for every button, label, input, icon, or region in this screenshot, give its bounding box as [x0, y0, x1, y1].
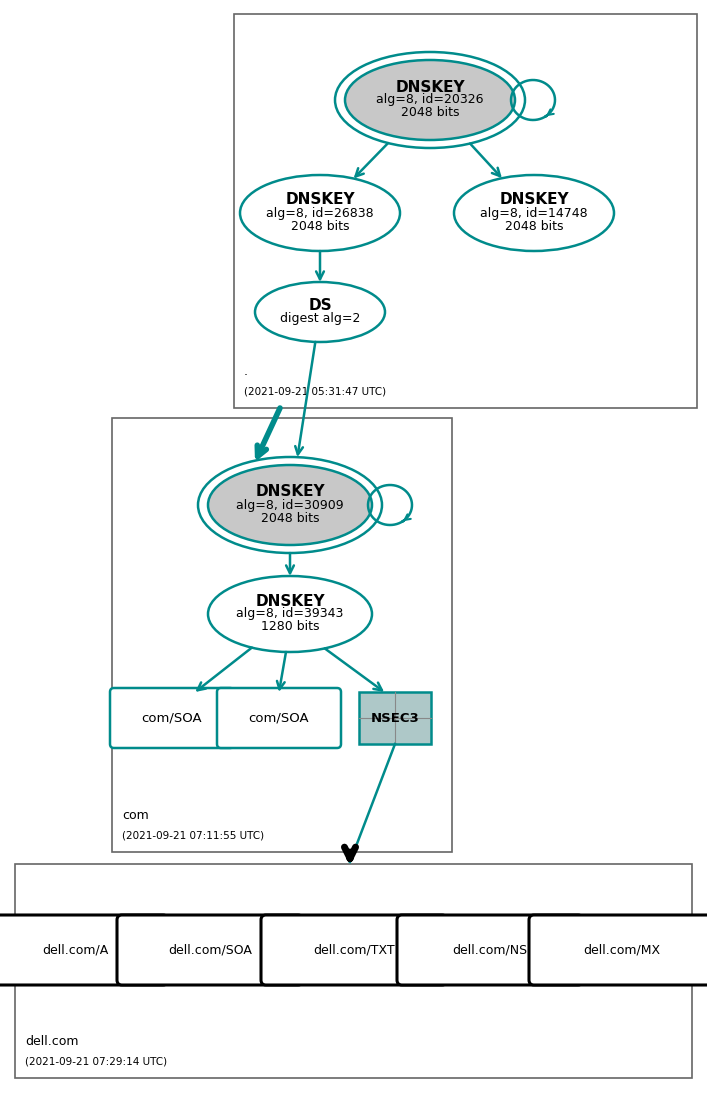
Text: (2021-09-21 05:31:47 UTC): (2021-09-21 05:31:47 UTC): [244, 386, 386, 396]
Text: .: .: [244, 365, 248, 379]
Text: com/SOA: com/SOA: [249, 711, 310, 724]
Ellipse shape: [208, 465, 372, 545]
Text: alg=8, id=14748: alg=8, id=14748: [480, 207, 588, 220]
Text: NSEC3: NSEC3: [370, 711, 419, 724]
Ellipse shape: [255, 282, 385, 342]
Text: digest alg=2: digest alg=2: [280, 312, 360, 325]
FancyBboxPatch shape: [0, 915, 168, 985]
FancyBboxPatch shape: [397, 915, 583, 985]
Text: com: com: [122, 808, 148, 822]
Ellipse shape: [345, 60, 515, 140]
Ellipse shape: [240, 175, 400, 251]
FancyBboxPatch shape: [529, 915, 707, 985]
Bar: [112, 418, 452, 852]
Text: 1280 bits: 1280 bits: [261, 620, 320, 633]
FancyBboxPatch shape: [359, 693, 431, 744]
Text: dell.com/MX: dell.com/MX: [583, 943, 660, 956]
FancyBboxPatch shape: [117, 915, 303, 985]
Text: alg=8, id=20326: alg=8, id=20326: [376, 93, 484, 106]
Text: alg=8, id=39343: alg=8, id=39343: [236, 607, 344, 620]
Text: 2048 bits: 2048 bits: [261, 512, 320, 524]
Text: DNSKEY: DNSKEY: [395, 80, 464, 94]
Text: DNSKEY: DNSKEY: [499, 193, 569, 208]
Text: 2048 bits: 2048 bits: [401, 106, 460, 119]
Text: dell.com: dell.com: [25, 1035, 78, 1048]
Ellipse shape: [208, 577, 372, 652]
Bar: [234, 14, 697, 408]
Text: com/SOA: com/SOA: [141, 711, 202, 724]
Text: alg=8, id=30909: alg=8, id=30909: [236, 499, 344, 512]
Ellipse shape: [454, 175, 614, 251]
Text: DNSKEY: DNSKEY: [285, 193, 355, 208]
Text: (2021-09-21 07:29:14 UTC): (2021-09-21 07:29:14 UTC): [25, 1056, 167, 1066]
Text: dell.com/NS: dell.com/NS: [452, 943, 527, 956]
FancyBboxPatch shape: [261, 915, 447, 985]
Text: 2048 bits: 2048 bits: [505, 220, 563, 233]
Bar: [15, 864, 692, 1078]
Text: (2021-09-21 07:11:55 UTC): (2021-09-21 07:11:55 UTC): [122, 830, 264, 840]
Text: DNSKEY: DNSKEY: [255, 594, 325, 608]
FancyBboxPatch shape: [110, 688, 234, 748]
Text: 2048 bits: 2048 bits: [291, 220, 349, 233]
Text: dell.com/TXT: dell.com/TXT: [313, 943, 395, 956]
Text: dell.com/A: dell.com/A: [42, 943, 108, 956]
Text: DS: DS: [308, 298, 332, 313]
Text: DNSKEY: DNSKEY: [255, 485, 325, 500]
Text: dell.com/SOA: dell.com/SOA: [168, 943, 252, 956]
Text: alg=8, id=26838: alg=8, id=26838: [267, 207, 374, 220]
FancyBboxPatch shape: [217, 688, 341, 748]
